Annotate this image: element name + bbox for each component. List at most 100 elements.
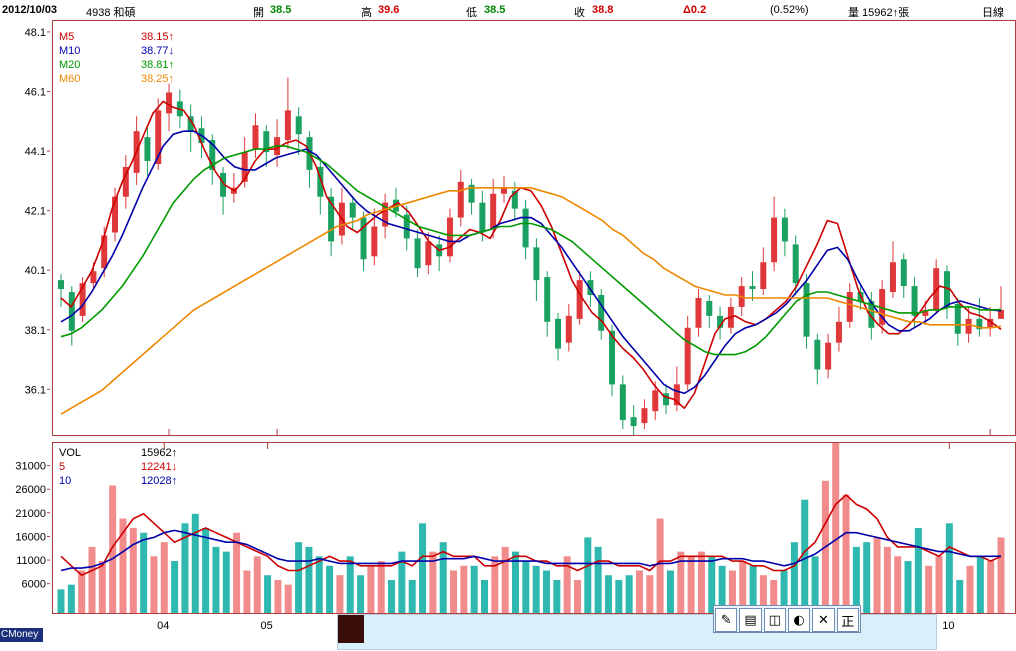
volume-bar <box>604 575 612 613</box>
volume-bar <box>388 579 396 613</box>
volume-bar <box>274 579 282 613</box>
volume-bar <box>842 494 850 613</box>
volume-bar <box>759 575 767 613</box>
candle-body <box>414 238 421 269</box>
candle-body <box>998 309 1004 319</box>
volume-bar <box>233 532 241 613</box>
cmoney-logo: CMoney <box>0 628 43 642</box>
volume-bar <box>160 542 168 613</box>
legend-m5: M5 38.15↑ <box>59 31 187 45</box>
price-legend: M5 38.15↑ M10 38.77↓ M20 38.81↑ M60 38.25↑ <box>59 31 187 87</box>
high-value: 39.6 <box>378 4 400 16</box>
note-icon[interactable]: ◫ <box>763 608 786 632</box>
volume-y-tick-label: 21000 <box>15 508 46 520</box>
volume-bar <box>212 546 220 613</box>
volume-bar <box>749 565 757 613</box>
candle-body <box>684 327 691 385</box>
legend-m20-value: 38.81↑ <box>141 59 175 71</box>
scrollbar-thumb[interactable] <box>338 615 364 643</box>
volume-bar <box>532 565 540 613</box>
candle-body <box>803 283 810 337</box>
volume-chart <box>57 443 1005 613</box>
legend-vol-value: 15962↑ <box>141 447 178 459</box>
volume-bar <box>501 546 509 613</box>
change-value: Δ0.2 <box>683 4 707 16</box>
legend-vol10-value: 12028↑ <box>141 475 178 487</box>
candle-body <box>328 196 335 242</box>
price-chart <box>58 77 1004 435</box>
candle-body <box>295 116 302 135</box>
chart-toolbar: ✎ ▤ ◫ ◐ ✕ 正 <box>713 605 861 633</box>
candle-body <box>879 289 886 325</box>
volume-bar <box>522 561 530 613</box>
volume-bar <box>656 518 664 613</box>
volume-y-tick-label: 11000 <box>16 555 46 567</box>
volume-bar <box>708 556 716 613</box>
volume-bar <box>377 561 385 613</box>
candle-body <box>889 262 896 293</box>
volume-bar <box>202 528 210 613</box>
document-icon[interactable]: ▤ <box>739 608 762 632</box>
candle-body <box>490 193 497 230</box>
volume-bar <box>284 584 292 613</box>
candle-body <box>68 292 75 331</box>
volume-bar <box>635 570 643 613</box>
candle-body <box>252 125 259 150</box>
candle-body <box>500 187 507 194</box>
legend-m10-value: 38.77↓ <box>141 45 175 57</box>
legend-vol5-value: 12241↓ <box>141 461 178 473</box>
volume-bar <box>512 551 520 613</box>
candle-body <box>900 259 907 287</box>
close-label: 收 <box>574 7 585 19</box>
volume-bar <box>57 589 65 613</box>
candle-body <box>609 330 616 385</box>
volume-bar <box>666 570 674 613</box>
candle-body <box>187 116 194 132</box>
price-y-tick-label: 44.1 <box>25 146 46 158</box>
candle-body <box>446 217 453 257</box>
legend-m60-value: 38.25↑ <box>141 73 175 85</box>
volume-bar <box>460 565 468 613</box>
price-chart-panel[interactable]: M5 38.15↑ M10 38.77↓ M20 38.81↑ M60 38.25↑ <box>52 20 1016 436</box>
candle-body <box>112 196 119 233</box>
volume-y-tick-label: 26000 <box>15 484 46 496</box>
rectify-icon[interactable]: 正 <box>836 608 859 632</box>
volume-bar <box>914 528 922 613</box>
candle-body <box>155 110 162 164</box>
candle-body <box>241 152 248 182</box>
volume-chart-panel[interactable]: VOL 15962↑ 5 12241↓ 10 12028↑ <box>52 442 1016 614</box>
volume-bar <box>987 561 995 613</box>
candle-body <box>90 271 97 284</box>
candle-body <box>717 315 724 328</box>
volume-bar <box>945 523 953 613</box>
volume-ma10-line <box>60 529 1002 572</box>
candle-body <box>457 181 464 218</box>
candle-body <box>522 208 529 248</box>
x-tick-label: 10 <box>942 620 954 632</box>
volume-bar <box>832 443 840 613</box>
legend-vol5: 5 12241↓ <box>59 461 187 475</box>
volume-bar <box>491 556 499 613</box>
draw-tool-icon[interactable]: ✎ <box>715 608 738 632</box>
volume-bar <box>481 579 489 613</box>
half-circle-icon[interactable]: ◐ <box>787 608 811 632</box>
volume-bar <box>594 546 602 613</box>
volume-bar <box>883 546 891 613</box>
quote-header: 2012/10/03 4938 和碩 開 38.5 高 39.6 低 38.5 … <box>0 0 1016 20</box>
candle-body <box>209 140 216 170</box>
volume-bar <box>728 570 736 613</box>
candle-body <box>544 277 551 322</box>
volume-bar <box>801 499 809 613</box>
candle-body <box>814 339 821 370</box>
candle-body <box>122 166 129 197</box>
price-y-tick-label: 42.1 <box>25 206 46 218</box>
volume-bar <box>181 523 189 613</box>
open-label: 開 <box>253 7 264 19</box>
close-value: 38.8 <box>592 4 614 16</box>
legend-vol5-label: 5 <box>59 461 66 473</box>
low-value: 38.5 <box>484 4 506 16</box>
volume-bar <box>191 513 199 613</box>
clear-icon[interactable]: ✕ <box>812 608 835 632</box>
volume-bar <box>790 542 798 613</box>
candle-body <box>965 318 972 334</box>
